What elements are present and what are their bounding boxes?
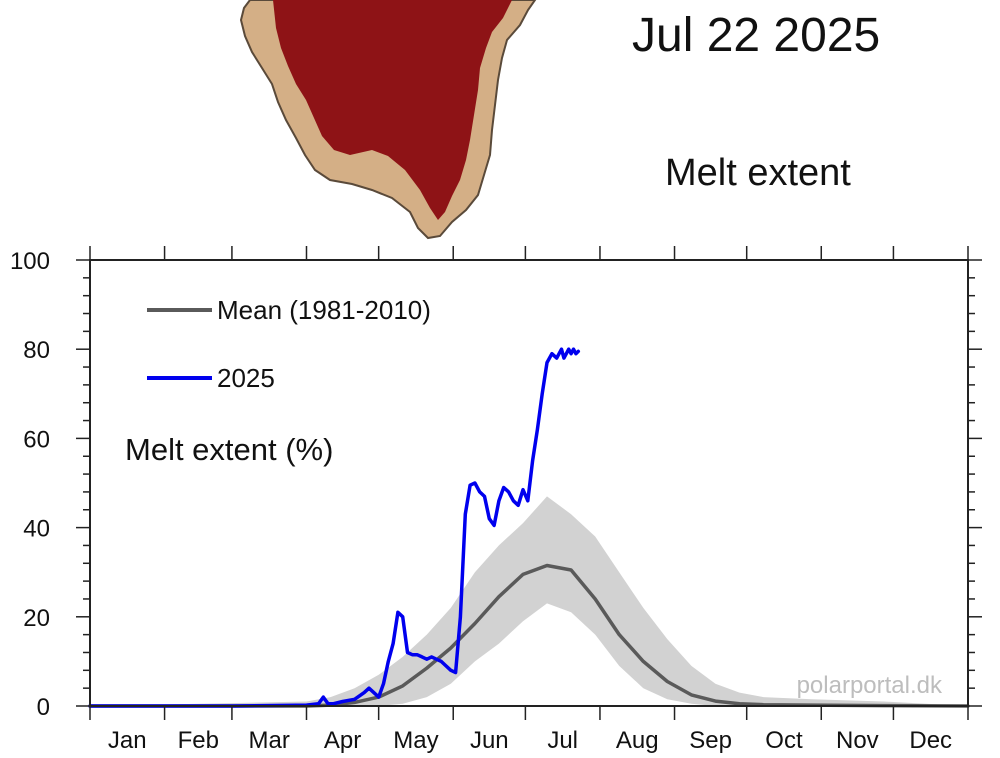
x-tick-label-may: May (393, 727, 438, 754)
y-tick-label: 80 (23, 337, 50, 364)
y-tick-label: 100 (10, 248, 50, 275)
y-tick-label: 20 (23, 605, 50, 632)
x-tick-label-oct: Oct (765, 727, 803, 754)
chart-subtitle: Melt extent (665, 152, 851, 194)
plot-frame (89, 259, 969, 707)
date-label: Jul 22 2025 (632, 9, 881, 62)
y-tick-label: 40 (23, 516, 50, 543)
x-tick-label-jul: Jul (547, 727, 578, 754)
x-tick-label-nov: Nov (836, 727, 879, 754)
y-tick-label: 60 (23, 426, 50, 453)
x-tick-label-feb: Feb (178, 727, 219, 754)
x-tick-label-jan: Jan (108, 727, 147, 754)
x-tick-label-mar: Mar (249, 727, 290, 754)
x-tick-label-jun: Jun (470, 727, 509, 754)
x-tick-label-sep: Sep (689, 727, 732, 754)
series-line-mean (88, 563, 970, 708)
series-line-2025 (88, 347, 581, 708)
x-tick-label-dec: Dec (909, 727, 952, 754)
watermark: polarportal.dk (797, 672, 943, 699)
legend-label-0: Mean (1981-2010) (217, 295, 431, 325)
x-tick-label-aug: Aug (616, 727, 659, 754)
y-axis-label: Melt extent (%) (125, 432, 333, 467)
y-tick-label: 0 (37, 694, 50, 721)
x-tick-label-apr: Apr (324, 727, 361, 754)
legend-label-1: 2025 (217, 363, 275, 393)
range-envelope (90, 496, 968, 706)
